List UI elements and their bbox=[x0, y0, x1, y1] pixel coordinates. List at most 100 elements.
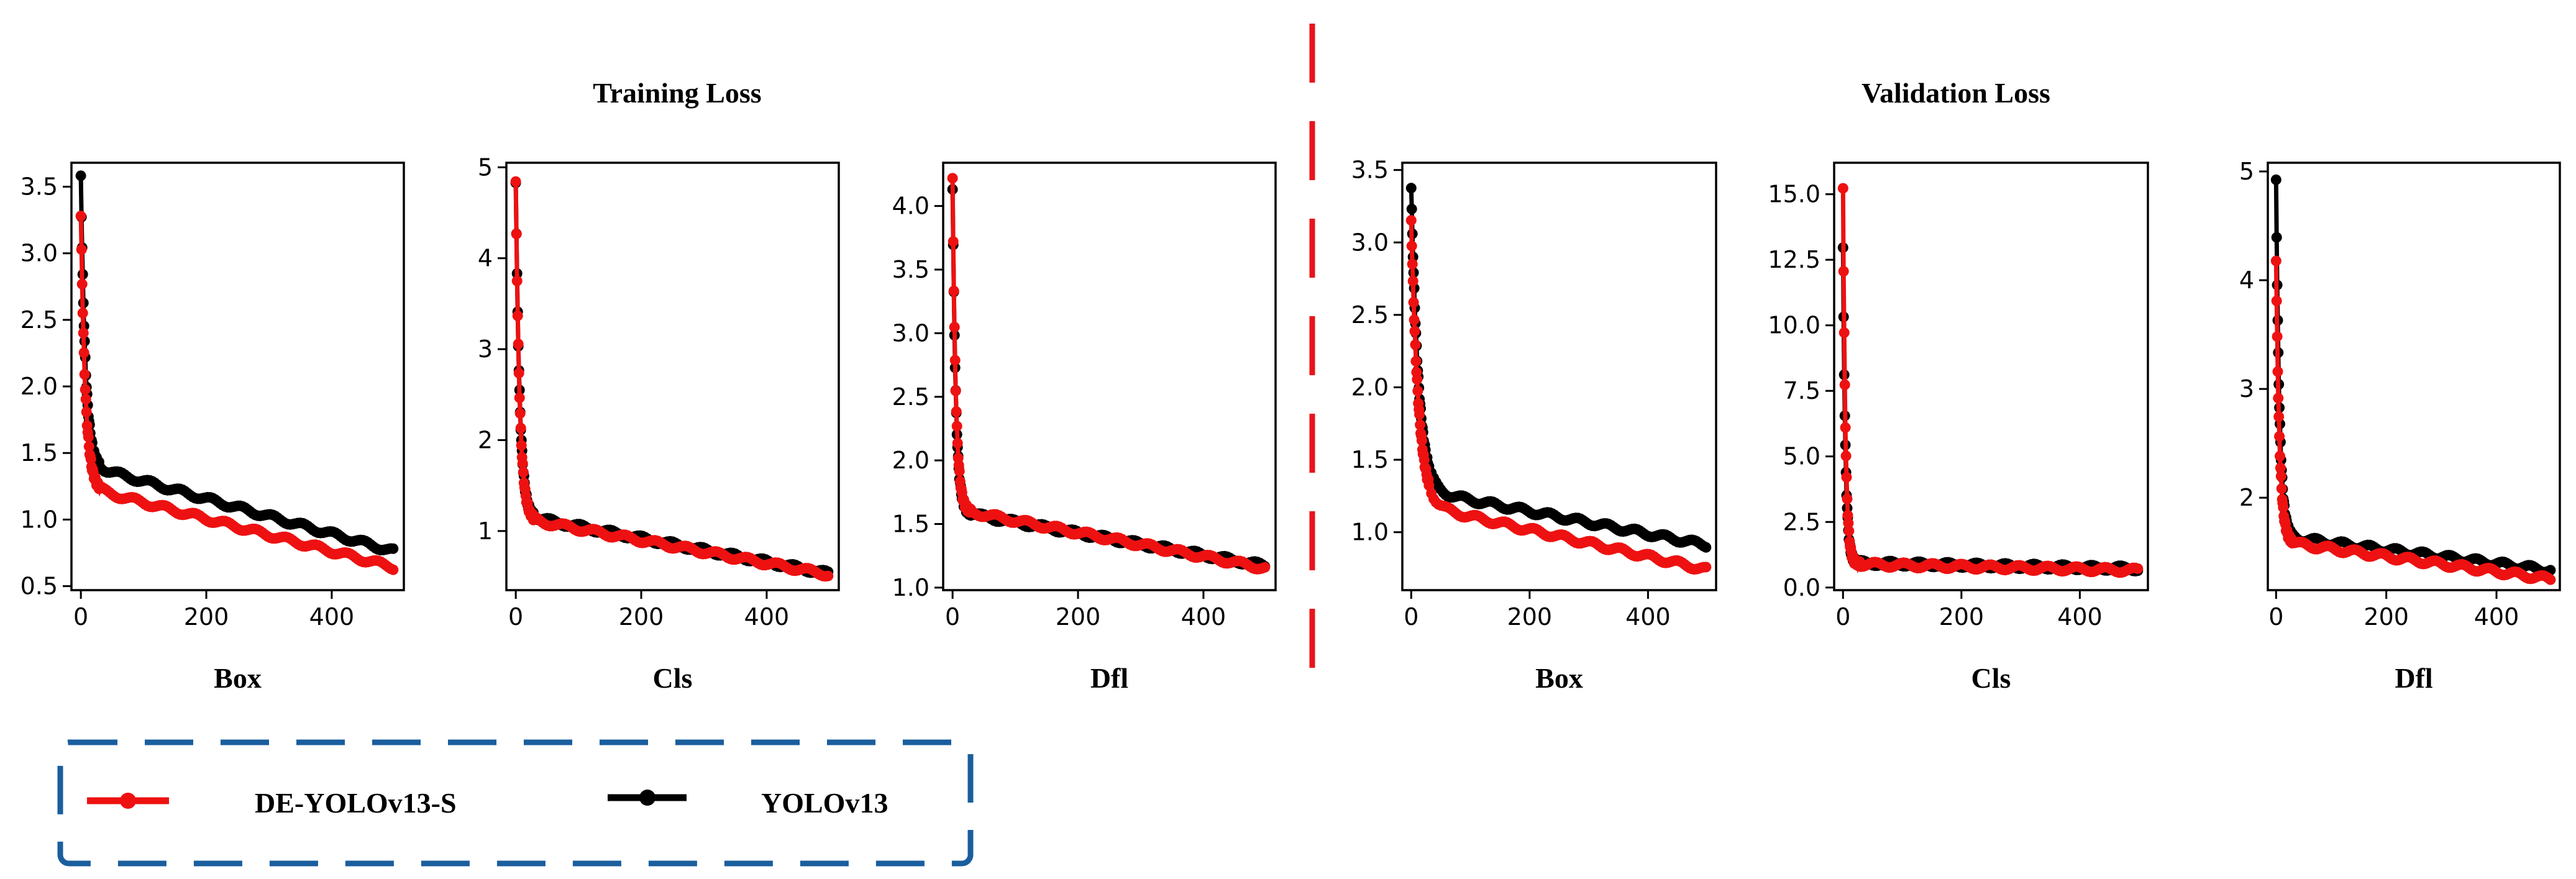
data-point bbox=[1423, 480, 1435, 491]
series-markers-de-yolo bbox=[2270, 255, 2556, 585]
series-markers-yolo bbox=[510, 177, 834, 578]
data-point bbox=[1840, 450, 1852, 462]
series-markers-de-yolo bbox=[947, 173, 1271, 575]
data-point bbox=[2273, 411, 2285, 422]
axes-frame bbox=[505, 162, 840, 591]
data-point bbox=[2273, 393, 2284, 404]
data-point bbox=[1406, 240, 1417, 252]
data-point bbox=[2271, 295, 2282, 306]
y-tick-label: 3.0 bbox=[1351, 229, 1389, 256]
y-tick-label: 3.5 bbox=[21, 173, 58, 201]
data-point bbox=[1838, 327, 1850, 338]
y-tick-label: 2 bbox=[478, 426, 493, 453]
x-tick-label: 0 bbox=[508, 603, 523, 631]
axes-frame bbox=[942, 162, 1277, 591]
x-tick-label: 200 bbox=[1507, 603, 1553, 631]
data-point bbox=[1409, 326, 1420, 337]
data-point bbox=[511, 275, 523, 286]
axes-frame bbox=[70, 162, 405, 591]
series-markers-yolo bbox=[2270, 174, 2556, 578]
data-point bbox=[2271, 232, 2282, 243]
y-tick-label: 5 bbox=[478, 153, 493, 181]
data-point bbox=[2545, 574, 2556, 585]
y-tick-label: 1.5 bbox=[892, 511, 929, 538]
legend-frame bbox=[57, 739, 974, 867]
y-tick-label: 2.0 bbox=[21, 373, 58, 400]
data-point bbox=[1408, 297, 1419, 308]
data-point bbox=[85, 453, 96, 465]
data-point bbox=[516, 440, 527, 451]
series-markers-de-yolo bbox=[1837, 183, 2144, 578]
x-tick-label: 200 bbox=[1939, 603, 1985, 631]
data-point bbox=[1843, 526, 1855, 537]
data-point bbox=[823, 570, 834, 581]
data-point bbox=[511, 229, 522, 240]
data-point bbox=[2275, 471, 2286, 482]
data-point bbox=[1410, 356, 1422, 367]
y-tick-label: 2.0 bbox=[892, 447, 929, 474]
data-point bbox=[512, 310, 523, 321]
data-point bbox=[2275, 450, 2285, 462]
series-markers-yolo bbox=[1405, 183, 1712, 553]
series-markers-de-yolo bbox=[1405, 215, 1712, 575]
data-point bbox=[2272, 366, 2283, 377]
x-axis-label: Box bbox=[1535, 662, 1583, 694]
data-point bbox=[1840, 422, 1851, 433]
data-point bbox=[1407, 276, 1418, 286]
data-point bbox=[517, 458, 528, 469]
data-point bbox=[950, 385, 961, 396]
y-tick-label: 0.5 bbox=[21, 573, 58, 600]
series-line-de-yolo bbox=[2273, 260, 2552, 582]
y-tick-label: 4 bbox=[2239, 266, 2254, 294]
data-point bbox=[1406, 204, 1417, 214]
x-axis-label: Cls bbox=[653, 662, 693, 694]
x-tick-label: 400 bbox=[1625, 603, 1671, 631]
data-point bbox=[2278, 502, 2289, 513]
x-tick-label: 0 bbox=[1404, 603, 1418, 631]
data-point bbox=[949, 322, 960, 333]
legend-de-yolo-label: DE-YOLOv13-S bbox=[255, 787, 457, 819]
y-tick-label: 1 bbox=[478, 517, 493, 545]
y-tick-label: 15.0 bbox=[1768, 181, 1820, 208]
x-tick-label: 200 bbox=[184, 603, 229, 631]
series-markers-de-yolo bbox=[510, 176, 834, 582]
y-tick-label: 3 bbox=[478, 335, 493, 363]
data-point bbox=[1415, 419, 1426, 430]
data-point bbox=[1839, 379, 1850, 390]
x-tick-label: 400 bbox=[744, 603, 790, 631]
data-point bbox=[76, 244, 87, 255]
axes-frame bbox=[2267, 162, 2561, 591]
data-point bbox=[518, 467, 529, 478]
y-tick-label: 4.0 bbox=[892, 193, 929, 220]
y-tick-label: 2 bbox=[2239, 484, 2254, 511]
y-tick-label: 1.5 bbox=[21, 439, 58, 467]
y-tick-label: 1.0 bbox=[892, 574, 929, 601]
data-point bbox=[513, 368, 524, 379]
x-tick-label: 0 bbox=[73, 603, 88, 631]
y-tick-label: 0.0 bbox=[1783, 574, 1820, 601]
subplot-3: 0 200 400 1.0 1.5 2.0 2.5 3.0 3.5 4.0 Dfl bbox=[892, 162, 1277, 694]
x-tick-label: 400 bbox=[1181, 603, 1226, 631]
subplot-5: 0 200 400 0.0 2.5 5.0 7.5 10.0 12.5 15.0 Cls bbox=[1768, 162, 2149, 694]
y-tick-label: 2.5 bbox=[1783, 508, 1820, 535]
data-point bbox=[1405, 183, 1417, 194]
series-line-yolo bbox=[2273, 180, 2552, 575]
data-point bbox=[2270, 174, 2281, 185]
y-tick-label: 3.0 bbox=[892, 319, 929, 347]
data-point bbox=[388, 564, 399, 575]
y-tick-label: 2.5 bbox=[21, 306, 58, 334]
x-axis-label: Dfl bbox=[1090, 662, 1128, 694]
x-tick-label: 400 bbox=[309, 603, 355, 631]
x-axis-label: Box bbox=[214, 662, 262, 694]
y-tick-label: 1.0 bbox=[1351, 519, 1389, 546]
x-tick-label: 200 bbox=[2364, 603, 2409, 631]
x-axis-label: Cls bbox=[1971, 662, 2011, 694]
x-tick-label: 0 bbox=[945, 603, 960, 631]
data-point bbox=[83, 441, 94, 452]
series-line-de-yolo bbox=[513, 181, 829, 579]
data-point bbox=[1701, 542, 1712, 553]
data-point bbox=[2270, 255, 2281, 266]
series-line-de-yolo bbox=[1840, 188, 2139, 575]
y-tick-label: 2.5 bbox=[1351, 301, 1389, 329]
data-point bbox=[75, 211, 86, 222]
